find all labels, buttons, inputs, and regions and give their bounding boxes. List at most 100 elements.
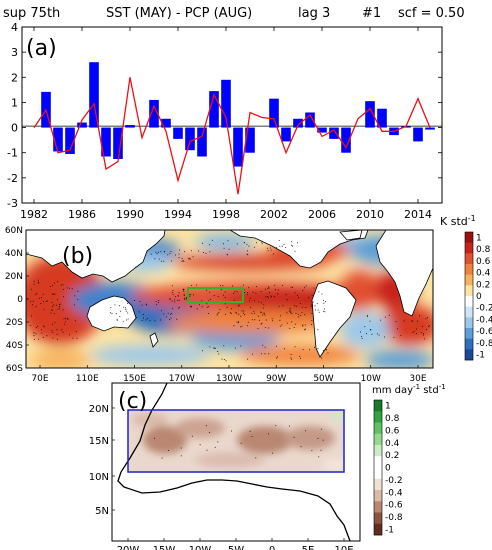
b-sig-dot	[412, 331, 414, 333]
b-sig-dot	[423, 333, 425, 335]
b-sig-dot	[308, 296, 310, 298]
b-sig-dot	[254, 319, 256, 321]
b-sig-dot	[211, 239, 213, 241]
b-sig-dot	[163, 313, 165, 315]
c-sig-dot	[318, 456, 320, 458]
b-sig-dot	[219, 285, 221, 287]
b-sig-dot	[41, 332, 43, 334]
b-sig-dot	[120, 310, 122, 312]
b-sig-dot	[416, 320, 418, 322]
b-sig-dot	[257, 328, 259, 329]
b-sig-dot	[311, 323, 313, 325]
b-sig-dot	[223, 359, 225, 360]
island-new-zealand	[149, 332, 159, 348]
b-sig-dot	[240, 315, 242, 317]
b-sig-dot	[294, 250, 296, 252]
b-sig-dot	[219, 309, 221, 310]
b-sig-dot	[423, 338, 425, 340]
c-sig-dot	[255, 457, 257, 459]
b-sig-dot	[190, 284, 192, 286]
b-sig-dot	[43, 326, 45, 328]
colorbar-c-unit: mm day	[372, 385, 413, 396]
b-sig-dot	[242, 284, 244, 286]
colorbar-b-swatch	[465, 306, 473, 318]
colorbar-b-swatch	[465, 274, 473, 286]
panel-c-label: (c)	[118, 389, 147, 414]
b-sig-dot	[146, 304, 147, 306]
b-xtick-label: 110E	[76, 374, 99, 384]
b-sig-dot	[42, 293, 44, 295]
b-sig-dot	[202, 350, 203, 352]
b-sig-dot	[291, 313, 293, 314]
b-sig-dot	[52, 323, 54, 325]
colorbar-b-swatch	[465, 338, 473, 350]
c-ytick-label: 15N	[89, 436, 109, 447]
bar-1986	[77, 122, 87, 128]
b-sig-dot	[216, 314, 218, 316]
panel-b-field	[26, 230, 433, 368]
b-sig-dot	[190, 305, 192, 307]
b-sig-dot	[154, 258, 156, 260]
b-sig-dot	[311, 320, 313, 322]
c-xtick-label: 10E	[334, 545, 353, 550]
b-sig-dot	[282, 305, 284, 307]
b-sig-dot	[305, 328, 307, 330]
b-sig-dot	[184, 297, 186, 299]
b-sig-dot	[189, 296, 191, 298]
c-ytick-label: 5N	[95, 506, 109, 517]
b-sig-dot	[260, 291, 262, 292]
c-sig-dot	[154, 437, 155, 439]
b-sig-dot	[282, 284, 284, 286]
b-sig-dot	[264, 346, 266, 348]
a-xtick-label: 2010	[356, 208, 384, 221]
b-sig-dot	[213, 348, 215, 349]
b-sig-dot	[29, 324, 31, 326]
b-sig-dot	[428, 325, 430, 327]
continent-africa-europe	[375, 230, 433, 317]
b-sig-dot	[395, 321, 397, 323]
b-sig-dot	[33, 280, 35, 282]
b-sig-dot	[52, 337, 54, 339]
b-sig-dot	[416, 333, 418, 334]
b-sig-dot	[366, 316, 368, 318]
b-sig-dot	[225, 313, 226, 315]
b-sig-dot	[125, 310, 127, 312]
panel-a-red-line	[33, 77, 431, 195]
b-sig-dot	[304, 329, 306, 331]
b-sig-dot	[52, 305, 53, 307]
b-sig-dot	[274, 289, 276, 291]
b-sig-dot	[261, 353, 263, 355]
b-sig-dot	[247, 250, 249, 252]
b-sig-dot	[270, 295, 272, 297]
b-sig-dot	[230, 308, 232, 310]
colorbar-b-swatch	[465, 232, 473, 243]
b-sig-dot	[164, 251, 166, 253]
b-sig-dot	[238, 313, 240, 315]
b-sig-dot	[267, 250, 269, 252]
b-sig-dot	[238, 322, 240, 324]
b-sig-dot	[178, 299, 180, 301]
b-sig-dot	[370, 329, 372, 331]
c-xtick-label: 5W	[228, 545, 244, 550]
b-sig-dot	[284, 348, 285, 350]
c-sig-dot	[288, 425, 290, 427]
b-sig-dot	[276, 345, 277, 347]
bar-1998	[221, 79, 231, 128]
b-sig-dot	[295, 312, 297, 314]
continent-north-america	[229, 230, 369, 269]
b-sig-dot	[291, 321, 293, 323]
a-ytick-label: -2	[7, 172, 18, 185]
c-sig-dot	[268, 433, 269, 435]
b-sig-dot	[62, 331, 64, 333]
b-sig-dot	[53, 293, 54, 295]
b-sig-dot	[33, 283, 35, 285]
b-sig-dot	[52, 284, 53, 286]
continent-australia	[86, 295, 137, 332]
colorbar-c-swatch	[374, 467, 382, 480]
b-sig-dot	[114, 304, 116, 306]
colorbar-c-label: 0	[385, 464, 391, 474]
bar-2002	[269, 98, 279, 128]
b-sig-dot	[37, 279, 39, 281]
colorbar-b-unit: K std	[440, 215, 468, 228]
b-sig-dot	[247, 292, 249, 293]
